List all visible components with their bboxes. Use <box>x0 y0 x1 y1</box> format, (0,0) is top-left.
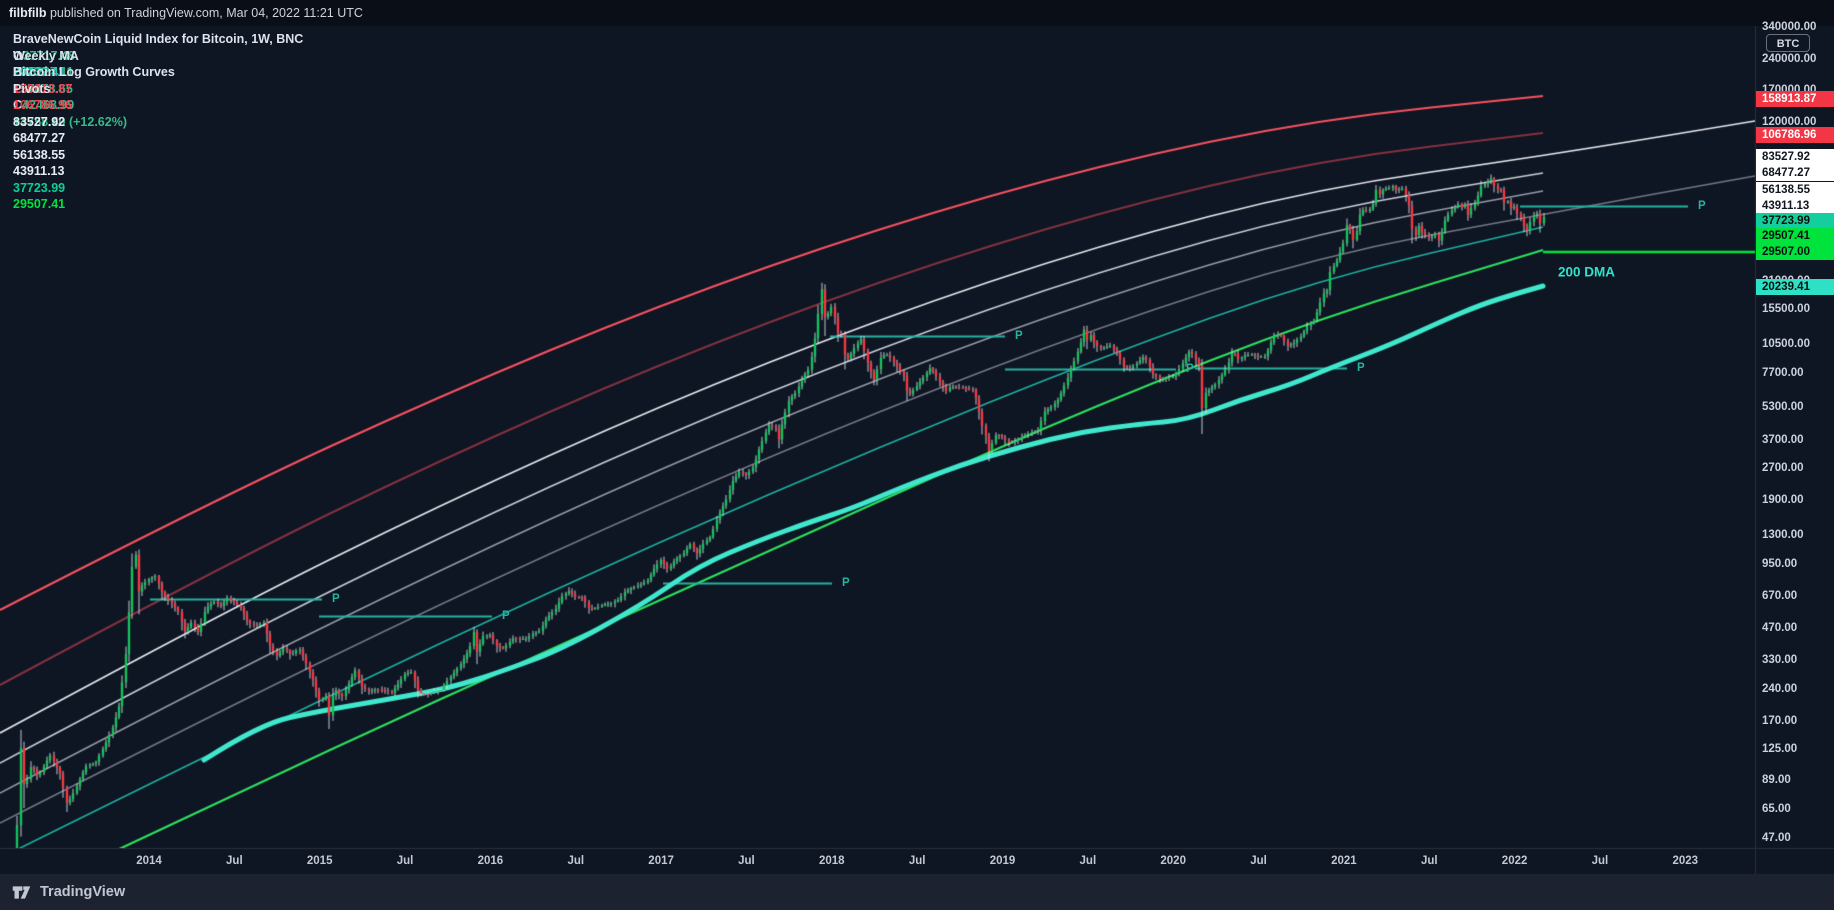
legend-ohlc-item: O37717.48 <box>13 48 312 65</box>
price-tick-label: 125.00 <box>1762 742 1798 755</box>
legend-curve-value: 56138.55 <box>13 147 66 162</box>
legend-curve-value: 37723.99 <box>13 180 66 195</box>
legend-pivots-row[interactable]: Pivots <box>13 81 312 98</box>
legend-change-value: +4758.40 (+12.62%) <box>13 114 127 129</box>
time-axis-label: 2021 <box>1331 855 1357 867</box>
price-tick-label: 340000.00 <box>1762 20 1817 33</box>
legend-curve-value: 43911.13 <box>13 164 65 178</box>
time-axis-label: Jul <box>1420 855 1438 867</box>
price-tick-label: 240000.00 <box>1762 52 1817 65</box>
price-tick-label: 5300.00 <box>1762 400 1804 413</box>
dma-200-label: 200 DMA <box>1558 264 1616 280</box>
price-tick-label: 89.00 <box>1762 773 1791 786</box>
pivot-p-label: P <box>1698 200 1706 212</box>
price-tick-label: 170.00 <box>1762 714 1798 727</box>
time-axis-label: 2023 <box>1672 855 1699 867</box>
legend-log-curves-label: Bitcoin Log Growth Curves <box>13 65 175 79</box>
ohlc-letter: H <box>13 65 23 79</box>
time-axis-label: 2019 <box>989 855 1016 867</box>
legend-ohlc-item: C42468.99 <box>13 97 312 114</box>
time-axis-label: Jul <box>738 855 755 867</box>
ohlc-letter: C <box>13 98 23 112</box>
price-tick-label: 330.00 <box>1762 654 1798 667</box>
time-axis-label: Jul <box>226 855 243 867</box>
pivot-p-label: P <box>842 577 850 589</box>
btc-unit-badge: BTC <box>1766 34 1810 52</box>
time-axis-label: Jul <box>567 855 585 867</box>
price-tick-label: 65.00 <box>1762 802 1791 815</box>
price-badge: 37723.99 <box>1756 213 1834 229</box>
price-badge: 106786.96 <box>1756 127 1834 143</box>
price-tick-label: 670.00 <box>1762 589 1798 602</box>
time-axis-label: Jul <box>1079 855 1097 867</box>
legend-ohlc-item: L37478.65 <box>13 81 312 98</box>
price-tick-label: 470.00 <box>1762 621 1798 634</box>
price-badge: 83527.92 <box>1756 149 1834 165</box>
ohlc-letter: L <box>13 81 21 96</box>
time-axis-label: Jul <box>1591 855 1609 867</box>
legend-ohlc-item: H45227.11 <box>13 64 312 81</box>
pivot-p-label: P <box>1186 363 1194 375</box>
chart-legend: BraveNewCoin Liquid Index for Bitcoin, 1… <box>13 31 312 211</box>
legend-curve-value: 29507.41 <box>13 197 66 211</box>
ohlc-value: 37478.65 <box>20 81 73 96</box>
legend-log-curves-row[interactable]: Bitcoin Log Growth Curves 158913.87 106786… <box>13 64 312 211</box>
tradingview-logo-icon[interactable] <box>11 882 32 903</box>
time-axis-label: 2017 <box>648 855 674 867</box>
time-axis-label: 2015 <box>306 855 333 867</box>
price-tick-label: 1300.00 <box>1762 529 1804 542</box>
price-badge: 68477.27 <box>1756 165 1834 181</box>
pivot-p-label: P <box>1015 330 1023 342</box>
legend-weekly-ma-row[interactable]: Weekly MA 20239.41 <box>13 48 312 80</box>
legend-curve-value: 158913.87 <box>13 81 73 96</box>
price-tick-label: 120000.00 <box>1762 115 1817 128</box>
time-axis-label: 2018 <box>819 855 845 867</box>
time-axis-label: Jul <box>396 855 414 867</box>
time-axis-label: 2014 <box>136 855 162 867</box>
attribution-username: filbfilb <box>9 6 47 20</box>
ohlc-value: 42468.99 <box>22 98 75 112</box>
price-badge: 29507.41 <box>1756 228 1834 244</box>
pivot-p-label: P <box>502 610 510 622</box>
time-axis-label: 2022 <box>1501 855 1528 867</box>
attribution-text: published on TradingView.com, Mar 04, 20… <box>46 6 363 20</box>
time-axis-label: 2020 <box>1160 855 1186 867</box>
legend-weekly-ma-label: Weekly MA <box>13 48 79 63</box>
price-badge: 56138.55 <box>1756 182 1834 198</box>
legend-curve-value: 83527.92 <box>13 114 66 129</box>
price-tick-label: 950.00 <box>1762 557 1798 570</box>
time-axis-label: Jul <box>908 855 926 867</box>
price-badge: 20239.41 <box>1756 279 1834 295</box>
pivot-p-label: P <box>1357 362 1365 374</box>
attribution-bar: filbfilb published on TradingView.com, M… <box>0 0 1834 26</box>
legend-symbol-row[interactable]: BraveNewCoin Liquid Index for Bitcoin, 1… <box>13 31 312 129</box>
price-tick-label: 10500.00 <box>1762 338 1810 351</box>
time-axis-label: 2016 <box>477 855 504 867</box>
price-tick-label: 47.00 <box>1762 832 1791 845</box>
price-badge: 29507.00 <box>1756 244 1834 260</box>
footer-bar: TradingView <box>0 874 1834 910</box>
price-tick-label: 240.00 <box>1762 683 1798 696</box>
price-tick-label: 2700.00 <box>1762 462 1804 475</box>
ohlc-value: 37717.48 <box>22 48 75 63</box>
price-tick-label: 15500.00 <box>1762 302 1810 315</box>
price-badge: 158913.87 <box>1756 91 1834 107</box>
ohlc-letter: O <box>13 48 23 63</box>
price-tick-label: 1900.00 <box>1762 494 1804 507</box>
price-badge: 43911.13 <box>1756 198 1834 214</box>
time-axis-label: Jul <box>1250 855 1267 867</box>
legend-symbol-title: BraveNewCoin Liquid Index for Bitcoin, 1… <box>13 32 304 46</box>
legend-curve-value: 106786.96 <box>13 98 73 112</box>
ohlc-value: 45227.11 <box>22 65 74 79</box>
legend-weekly-ma-value: 20239.41 <box>13 65 66 79</box>
tradingview-brand-text[interactable]: TradingView <box>40 884 126 900</box>
legend-pivots-label: Pivots <box>13 81 51 96</box>
legend-curve-value: 68477.27 <box>13 131 66 145</box>
price-tick-label: 3700.00 <box>1762 433 1804 446</box>
price-tick-label: 7700.00 <box>1762 366 1804 379</box>
pivot-p-label: P <box>332 593 340 605</box>
